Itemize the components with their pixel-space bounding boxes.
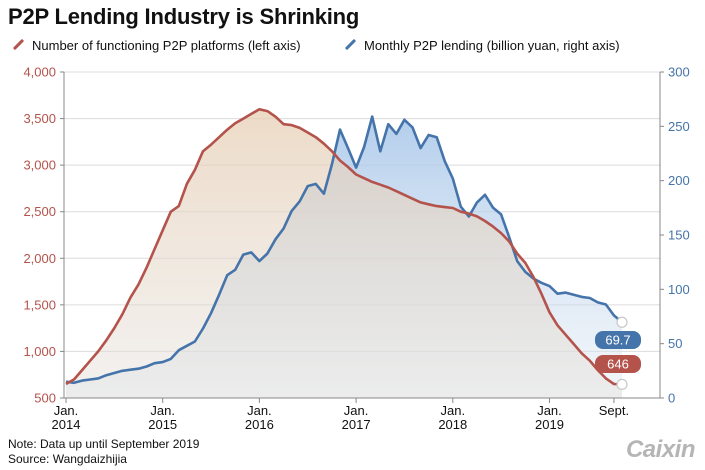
left-tick-label: 2,500 [23, 204, 56, 219]
x-tick-label: Jan. [247, 403, 272, 418]
left-tick-label: 1,000 [23, 344, 56, 359]
caixin-logo: Caixin [625, 436, 696, 463]
x-tick-year: 2017 [342, 417, 371, 432]
series-lines [65, 108, 623, 386]
end-label-left-badge [595, 355, 641, 373]
x-tick-year: 2014 [52, 417, 81, 432]
x-tick-label: Jan. [344, 403, 369, 418]
x-tick-label: Jan. [54, 403, 79, 418]
x-tick-year: 2016 [245, 417, 274, 432]
end-label-right-value: 69.7 [605, 333, 630, 348]
left-tick-label: 3,500 [23, 111, 56, 126]
right-tick-label: 50 [668, 336, 682, 351]
x-tick-year: 2019 [535, 417, 564, 432]
legend-item-left: Number of functioning P2P platforms (lef… [12, 38, 301, 53]
end-label-left-value: 646 [607, 357, 629, 372]
x-tick-label: Jan. [440, 403, 465, 418]
right-tick-label: 0 [668, 391, 675, 406]
end-label-right-badge [595, 331, 641, 349]
chart-title: P2P Lending Industry is Shrinking [8, 4, 360, 29]
left-tick-label: 500 [34, 391, 56, 406]
note-text: Note: Data up until September 2019 [8, 437, 200, 451]
area-fills [66, 109, 622, 399]
right-tick-label: 100 [668, 282, 690, 297]
right-tick-label: 200 [668, 173, 690, 188]
legend-item-right: Monthly P2P lending (billion yuan, right… [344, 38, 620, 53]
end-labels: 69.7 646 [595, 316, 641, 391]
end-label-left-marker [616, 378, 628, 391]
x-tick-label: Jan. [150, 403, 175, 418]
x-tick-label: Jan. [537, 403, 562, 418]
right-tick-label: 150 [668, 228, 690, 243]
left-tick-label: 2,000 [23, 251, 56, 266]
left-tick-label: 1,500 [23, 297, 56, 312]
x-tick-label: Sept. [599, 403, 629, 418]
series-line-right [65, 115, 623, 385]
left-tick-label: 4,000 [23, 65, 56, 80]
right-tick-label: 300 [668, 65, 690, 80]
legend-label-right: Monthly P2P lending (billion yuan, right… [364, 38, 620, 53]
left-tick-label: 3,000 [23, 158, 56, 173]
x-tick-year: 2018 [438, 417, 467, 432]
right-tick-label: 250 [668, 119, 690, 134]
x-tick-year: 2015 [148, 417, 177, 432]
axes: 500 1,000 1,500 2,000 2,500 3,000 3,500 4,000 0 5… [23, 65, 689, 433]
source-text: Source: Wangdaizhijia [8, 452, 127, 466]
legend-label-left: Number of functioning P2P platforms (lef… [32, 38, 301, 53]
series-line-left [65, 108, 623, 386]
end-label-right-marker [616, 316, 628, 328]
